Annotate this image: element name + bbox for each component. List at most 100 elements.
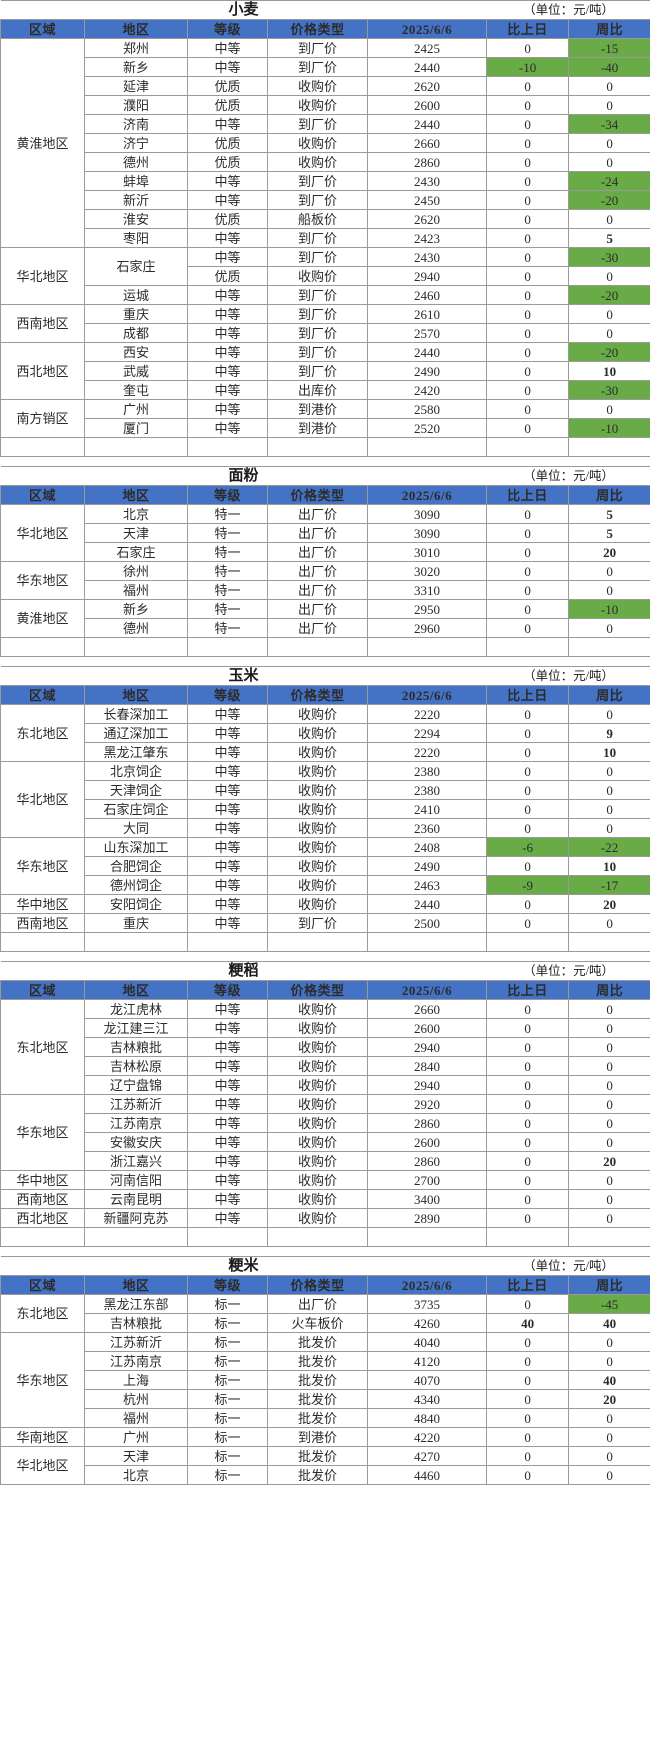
price-cell: 2440 [366,114,488,134]
price-cell: 2940 [366,1037,488,1057]
col-header-date[interactable]: 2025/6/6 [366,485,488,505]
price-type-cell: 收购价 [267,1132,368,1152]
grade-cell: 中等 [187,875,268,895]
price-type-cell: 到厂价 [267,323,368,343]
vs-prev-day-cell: 0 [486,152,570,172]
week-change-cell: 0 [568,399,650,419]
region-cell: 华东地区 [0,561,85,600]
area-cell: 濮阳 [84,95,188,115]
col-header-grade[interactable]: 等级 [187,19,268,39]
price-type-cell: 收购价 [267,1056,368,1076]
vs-prev-day-cell: 0 [486,1408,570,1428]
area-cell: 新乡 [84,57,188,77]
price-type-cell: 收购价 [267,1094,368,1114]
week-change-cell: 0 [568,1056,650,1076]
vs-prev-day-cell: 0 [486,1189,570,1209]
region-cell: 华中地区 [0,894,85,914]
price-cell: 4070 [366,1370,488,1390]
region-cell: 华东地区 [0,837,85,895]
vs-prev-day-cell: 0 [486,1446,570,1466]
col-header-price-type[interactable]: 价格类型 [267,485,368,505]
col-header-price-type[interactable]: 价格类型 [267,19,368,39]
area-cell: 石家庄 [84,542,188,562]
col-header-region[interactable]: 区域 [0,685,85,705]
week-change-cell: 0 [568,1427,650,1447]
col-header-price-type[interactable]: 价格类型 [267,980,368,1000]
price-type-cell: 批发价 [267,1351,368,1371]
col-header-region[interactable]: 区域 [0,19,85,39]
col-header-date[interactable]: 2025/6/6 [366,980,488,1000]
col-header-area[interactable]: 地区 [84,485,188,505]
price-type-cell: 收购价 [267,818,368,838]
area-cell: 郑州 [84,38,188,58]
col-header-date[interactable]: 2025/6/6 [366,685,488,705]
col-header-week-change[interactable]: 周比 [568,19,650,39]
price-cell: 2430 [366,247,488,267]
price-cell: 2490 [366,361,488,381]
week-change-cell: 0 [568,1465,650,1485]
col-header-price-type[interactable]: 价格类型 [267,685,368,705]
col-header-grade[interactable]: 等级 [187,980,268,1000]
area-cell: 安阳饲企 [84,894,188,914]
spacer-cell [187,637,268,657]
grade-cell: 中等 [187,1037,268,1057]
week-change-cell: 10 [568,742,650,762]
col-header-area[interactable]: 地区 [84,1275,188,1295]
vs-prev-day-cell: 0 [486,76,570,96]
col-header-area[interactable]: 地区 [84,19,188,39]
table-gap [0,1247,650,1256]
col-header-vs-prev-day[interactable]: 比上日 [486,685,570,705]
col-header-week-change[interactable]: 周比 [568,685,650,705]
spacer-row [0,1227,650,1247]
price-cell: 4460 [366,1465,488,1485]
spacer-cell [366,932,488,952]
col-header-region[interactable]: 区域 [0,980,85,1000]
vs-prev-day-cell: 0 [486,894,570,914]
price-type-cell: 收购价 [267,133,368,153]
week-change-cell: 0 [568,152,650,172]
table-row: 济宁 优质 收购价 2660 0 0 [1,133,650,153]
week-change-cell: 0 [568,266,650,286]
week-change-cell: 5 [568,523,650,543]
region-cell: 华南地区 [0,1427,85,1447]
col-header-vs-prev-day[interactable]: 比上日 [486,980,570,1000]
col-header-grade[interactable]: 等级 [187,685,268,705]
price-cell: 2294 [366,723,488,743]
col-header-date[interactable]: 2025/6/6 [366,19,488,39]
area-cell: 黑龙江肇东 [84,742,188,762]
spacer-cell [267,437,368,457]
price-cell: 2610 [366,304,488,324]
col-header-grade[interactable]: 等级 [187,1275,268,1295]
price-type-cell: 收购价 [267,95,368,115]
table-row: 东北地区 黑龙江东部 标一 出厂价 3735 0 -45 [0,1294,650,1333]
col-header-region[interactable]: 区域 [0,485,85,505]
area-cell: 天津 [84,523,188,543]
week-change-cell: 0 [568,1037,650,1057]
price-type-cell: 收购价 [267,266,368,286]
table-row: 延津 优质 收购价 2620 0 0 [1,76,650,96]
price-type-cell: 到港价 [267,418,368,438]
week-change-cell: 40 [568,1370,650,1390]
col-header-price-type[interactable]: 价格类型 [267,1275,368,1295]
col-header-region[interactable]: 区域 [0,1275,85,1295]
col-header-date[interactable]: 2025/6/6 [366,1275,488,1295]
col-header-vs-prev-day[interactable]: 比上日 [486,1275,570,1295]
col-header-grade[interactable]: 等级 [187,485,268,505]
col-header-area[interactable]: 地区 [84,980,188,1000]
week-change-cell: 0 [568,818,650,838]
col-header-vs-prev-day[interactable]: 比上日 [486,19,570,39]
col-header-week-change[interactable]: 周比 [568,1275,650,1295]
price-type-cell: 到厂价 [267,114,368,134]
table-row: 辽宁盘锦 中等 收购价 2940 0 0 [1,1075,650,1095]
col-header-week-change[interactable]: 周比 [568,485,650,505]
spacer-row [0,932,650,952]
price-type-cell: 到港价 [267,1427,368,1447]
week-change-cell: 10 [568,856,650,876]
grade-cell: 中等 [187,1094,268,1114]
area-cell: 长春深加工 [84,704,188,724]
price-type-cell: 收购价 [267,152,368,172]
col-header-vs-prev-day[interactable]: 比上日 [486,485,570,505]
week-change-cell: -10 [568,599,650,619]
col-header-week-change[interactable]: 周比 [568,980,650,1000]
col-header-area[interactable]: 地区 [84,685,188,705]
